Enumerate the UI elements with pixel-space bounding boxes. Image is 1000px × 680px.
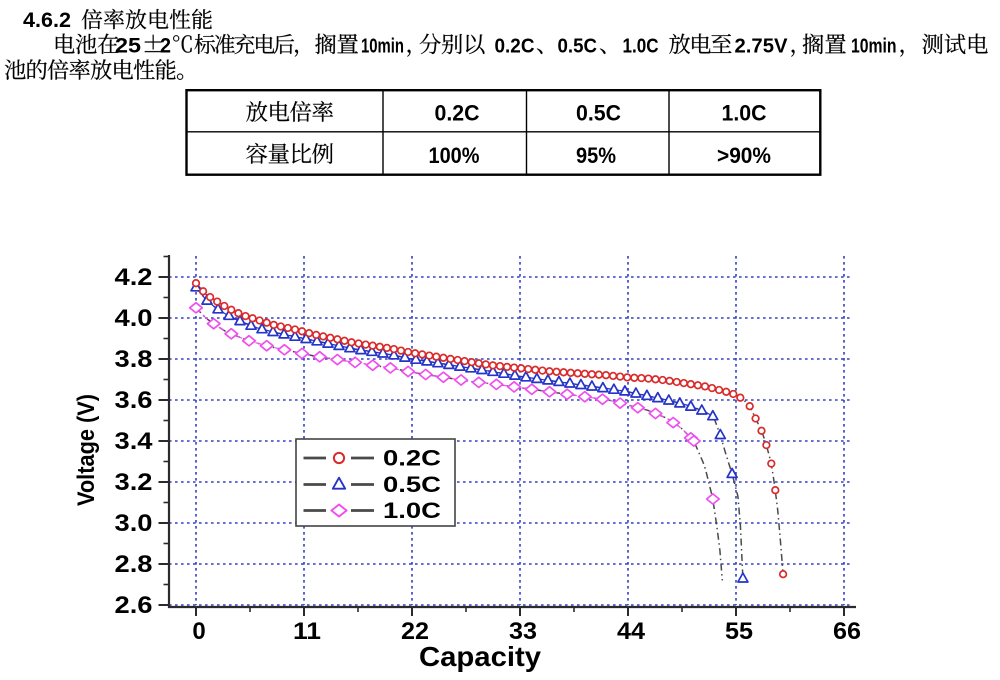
svg-text:25: 25 [115,34,141,57]
svg-text:100%: 100% [429,143,480,168]
svg-text:0.2C: 0.2C [495,35,535,57]
svg-text:4.6.2: 4.6.2 [23,9,71,32]
svg-text:2.8: 2.8 [115,551,153,578]
svg-text:0.5C: 0.5C [558,35,598,57]
svg-text:3.6: 3.6 [115,387,153,414]
svg-text:3.2: 3.2 [115,469,153,496]
svg-text:33: 33 [509,618,537,645]
svg-text:22: 22 [401,618,429,645]
svg-text:55: 55 [725,618,753,645]
svg-text:Voltage (V): Voltage (V) [73,394,100,506]
svg-text:11: 11 [293,618,321,645]
svg-text:4.0: 4.0 [115,305,153,332]
svg-text:0.2C: 0.2C [383,446,441,471]
svg-text:4.2: 4.2 [115,264,153,291]
svg-text:10min: 10min [851,35,897,57]
svg-text:66: 66 [833,618,861,645]
svg-text:3.4: 3.4 [115,428,154,455]
svg-text:95%: 95% [576,143,616,168]
svg-text:0.5C: 0.5C [383,472,441,497]
svg-text:0.2C: 0.2C [435,101,480,126]
svg-text:44: 44 [617,618,646,645]
svg-text:0.5C: 0.5C [576,101,621,126]
svg-text:1.0C: 1.0C [383,498,441,523]
svg-text:2.75V: 2.75V [735,35,789,57]
svg-text:3.0: 3.0 [115,510,153,537]
svg-text:1.0C: 1.0C [722,101,767,126]
svg-text:10min: 10min [361,35,404,57]
svg-text:Capacity: Capacity [419,641,541,672]
svg-text:3.8: 3.8 [115,346,153,373]
svg-text:1.0C: 1.0C [623,35,659,57]
svg-text:0: 0 [192,618,205,645]
svg-text:2: 2 [160,34,171,57]
svg-text:>90%: >90% [717,143,771,168]
svg-text:2.6: 2.6 [115,592,153,619]
